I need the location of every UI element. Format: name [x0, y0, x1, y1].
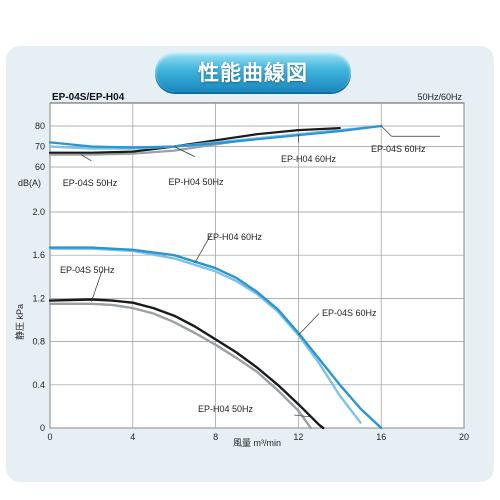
noise-tick-label: 60: [35, 162, 45, 172]
pressure-tick-label: 0.8: [32, 337, 45, 347]
noise-leader-line: [174, 146, 196, 158]
model-label: EP-04S/EP-H04: [52, 92, 125, 103]
pressure-tick-label: 0.4: [32, 380, 45, 390]
noise-leader-line: [380, 125, 392, 137]
chart-title: 性能曲線図: [155, 52, 351, 92]
pressure-leader-line: [91, 271, 103, 302]
pressure-tick-label: 1.2: [32, 293, 45, 303]
pressure-tick-label: 1.6: [32, 250, 45, 260]
pressure-tick-label: 0: [40, 423, 45, 433]
x-tick-label: 12: [293, 432, 303, 442]
pressure-series-label: EP-04S 50Hz: [60, 265, 115, 275]
pressure-leader-line: [298, 313, 320, 336]
pressure-curve: [48, 246, 383, 430]
frequency-label: 50Hz/60Hz: [417, 92, 462, 102]
x-tick-label: 20: [459, 432, 469, 442]
pressure-xlabel: 風量 m³/min: [233, 438, 281, 448]
pressure-curve: [48, 302, 312, 430]
noise-leader-line: [80, 154, 92, 162]
noise-curve: [48, 124, 383, 149]
pressure-tick-label: 2.0: [32, 207, 45, 217]
noise-series-label: EP-H04 60Hz: [281, 154, 337, 164]
noise-tick-label: 80: [35, 121, 45, 131]
pressure-leader-line: [194, 233, 212, 263]
x-tick-label: 4: [130, 432, 135, 442]
pressure-leader-line: [294, 414, 313, 418]
noise-series-label: EP-04S 60Hz: [371, 144, 426, 154]
pressure-series-label: EP-04S 60Hz: [322, 308, 377, 318]
noise-tick-label: 70: [35, 142, 45, 152]
grid: [49, 103, 465, 429]
pressure-series-label: EP-H04 50Hz: [198, 404, 254, 414]
noise-ylabel: dB(A): [18, 178, 41, 188]
x-tick-label: 8: [213, 432, 218, 442]
tick-labels: 0 4 8 12 16 20 60 70 80 0 0.4 0.8 1.2 1.6 2.0: [32, 121, 469, 442]
pressure-series-label: EP-H04 60Hz: [207, 232, 263, 242]
pressure-ylabel: 静圧 kPa: [14, 304, 25, 340]
series-lines: [48, 124, 383, 430]
series-annotations: EP-04S 60Hz EP-H04 60Hz EP-H04 50Hz EP-04S …: [60, 125, 440, 418]
noise-series-label: EP-H04 50Hz: [168, 177, 224, 187]
noise-series-label: EP-04S 50Hz: [63, 178, 118, 188]
x-tick-label: 16: [376, 432, 386, 442]
pressure-curve: [48, 298, 325, 430]
x-tick-label: 0: [47, 432, 52, 442]
